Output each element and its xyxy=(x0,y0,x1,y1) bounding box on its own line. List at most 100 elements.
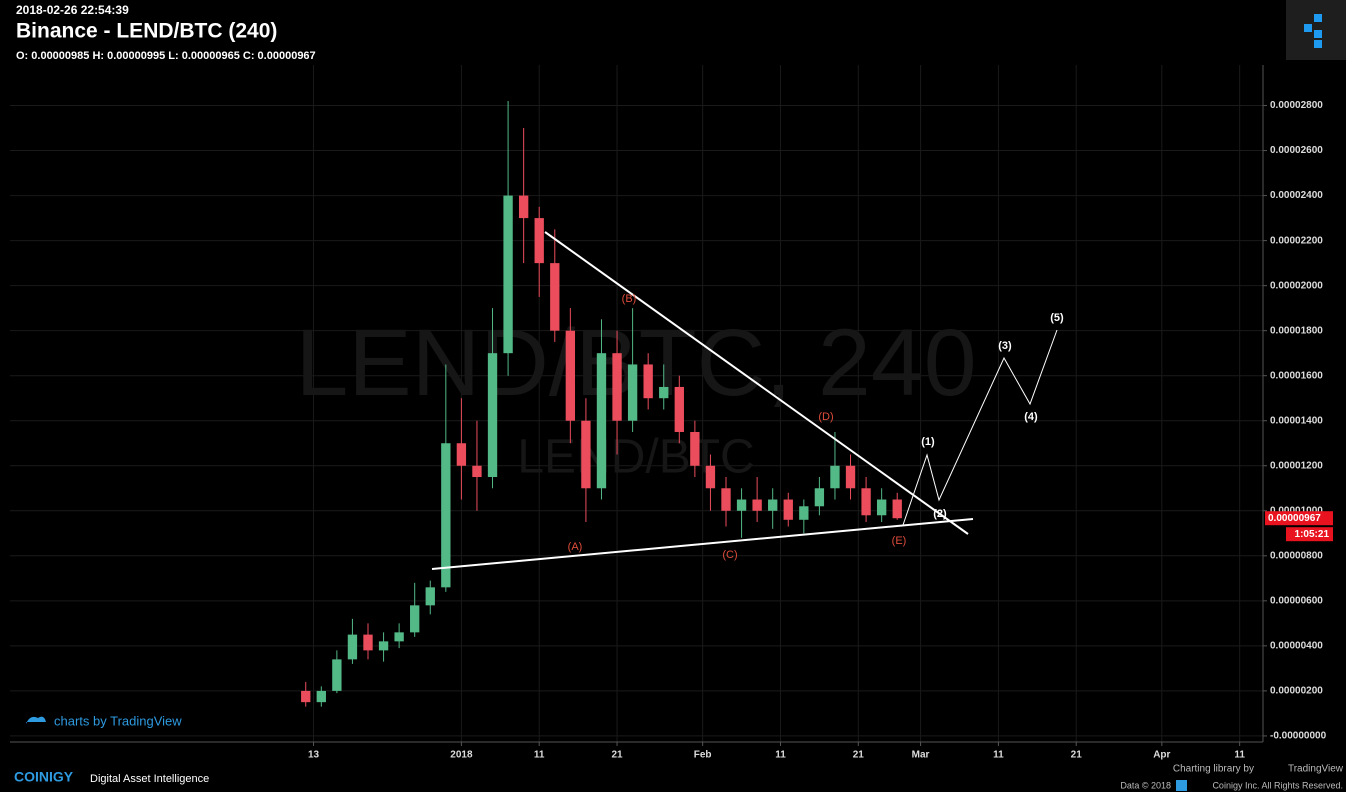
x-tick-label: 21 xyxy=(611,750,623,761)
candle-body xyxy=(518,195,529,219)
candle-body xyxy=(503,195,513,354)
candle-body xyxy=(472,465,482,478)
annotations: (A) (B) (C) (D) (E) (1) (2) (3) (4) (5) xyxy=(568,293,1064,561)
coinigy-icon xyxy=(1176,780,1187,791)
countdown-tag xyxy=(1286,527,1333,542)
candle-body xyxy=(674,386,684,432)
candle-body xyxy=(752,499,762,511)
x-tick-label: 21 xyxy=(853,750,865,761)
x-tick-label: Mar xyxy=(912,750,930,761)
candle-body xyxy=(799,506,809,520)
candle-body xyxy=(487,353,498,478)
y-tick-label: 0.00001000 xyxy=(1270,505,1323,516)
candle-body xyxy=(425,587,435,606)
candle-body xyxy=(861,488,871,516)
candle-body xyxy=(768,499,778,511)
x-tick-label: 11 xyxy=(993,750,1004,761)
candle-body xyxy=(892,499,902,519)
candle-body xyxy=(581,420,591,489)
y-tick-label: 0.00000400 xyxy=(1270,641,1323,652)
logo xyxy=(1304,14,1322,48)
candle-body xyxy=(830,465,840,489)
wave-label: (A) xyxy=(568,541,583,553)
wave-label: (E) xyxy=(892,535,907,547)
wave-label: (D) xyxy=(818,411,833,423)
tagline: Digital Asset Intelligence xyxy=(90,773,209,785)
x-tick-label: 11 xyxy=(534,750,545,761)
y-tick-label: 0.00000600 xyxy=(1270,595,1323,606)
tradingview-icon xyxy=(26,716,46,724)
y-tick-label: -0.00000000 xyxy=(1270,731,1327,742)
candle-body xyxy=(643,364,653,399)
tradingview-link[interactable]: charts by TradingView xyxy=(54,713,182,728)
y-tick-label: 0.00002600 xyxy=(1270,145,1323,156)
x-tick-label: 11 xyxy=(1234,750,1245,761)
grid xyxy=(10,65,1263,742)
candle-body xyxy=(736,499,747,511)
candle-body xyxy=(347,634,358,660)
candle-body xyxy=(814,488,825,507)
x-tick-label: Feb xyxy=(694,750,712,761)
candle-body xyxy=(394,632,404,642)
candle-body xyxy=(705,465,716,489)
wave-label: (3) xyxy=(998,340,1012,352)
trend-line xyxy=(544,231,969,535)
wave-label: (1) xyxy=(921,436,935,448)
candle-body xyxy=(301,690,311,703)
candle-body xyxy=(876,499,887,516)
library-name: TradingView xyxy=(1288,764,1344,775)
candle-body xyxy=(612,353,622,421)
candle-body xyxy=(332,659,342,691)
candle-body xyxy=(534,218,544,264)
x-tick-label: 11 xyxy=(775,750,786,761)
candle-body xyxy=(441,443,451,588)
wave-label: (B) xyxy=(622,293,637,305)
title: Binance - LEND/BTC (240) xyxy=(16,20,277,43)
y-tick-label: 0.00002400 xyxy=(1270,190,1323,201)
trend-line xyxy=(431,518,974,570)
candle-body xyxy=(596,353,607,489)
candle-body xyxy=(410,605,420,633)
candle-body xyxy=(659,386,669,399)
wave-label: (4) xyxy=(1024,411,1038,423)
y-tick-label: 0.00002200 xyxy=(1270,235,1323,246)
price-tag-label: 0.00000967 xyxy=(1268,513,1321,524)
x-tick-label: 21 xyxy=(1071,750,1083,761)
candle-body xyxy=(783,499,793,520)
brand: COINIGY xyxy=(14,769,74,785)
wave-label: (5) xyxy=(1050,312,1064,324)
rights: Coinigy Inc. All Rights Reserved. xyxy=(1212,780,1343,790)
price-tag xyxy=(1265,511,1333,526)
watermark-small: LEND/BTC xyxy=(517,431,754,484)
y-tick-label: 0.00001200 xyxy=(1270,460,1323,471)
candle-body xyxy=(565,330,576,421)
x-tick-label: Apr xyxy=(1153,750,1170,761)
timestamp: 2018-02-26 22:54:39 xyxy=(16,3,129,17)
y-tick-label: 0.00001800 xyxy=(1270,325,1323,336)
projection-path xyxy=(902,329,1058,526)
wave-label: (2) xyxy=(933,508,947,520)
y-tick-label: 0.00000800 xyxy=(1270,550,1323,561)
y-tick-label: 0.00002000 xyxy=(1270,280,1323,291)
candle-body xyxy=(456,443,467,466)
candle-body xyxy=(627,364,638,421)
candles xyxy=(301,101,902,707)
y-tick-label: 0.00000200 xyxy=(1270,686,1323,697)
countdown: 1:05:21 xyxy=(1295,529,1330,540)
x-tick-label: 2018 xyxy=(450,750,473,761)
y-tick-label: 0.00001600 xyxy=(1270,370,1323,381)
library-text: Charting library by xyxy=(1173,764,1254,775)
candle-body xyxy=(690,431,700,466)
candle-body xyxy=(721,488,731,511)
candle-body xyxy=(845,465,856,489)
x-tick-label: 13 xyxy=(308,750,320,761)
candle-body xyxy=(363,634,373,651)
y-tick-label: 0.00001400 xyxy=(1270,415,1323,426)
y-tick-label: 0.00002800 xyxy=(1270,100,1323,111)
wave-label: (C) xyxy=(722,549,737,561)
candle-body xyxy=(316,690,326,703)
axes: -0.00000000 0.00000200 0.00000400 0.0000060… xyxy=(308,100,1333,761)
